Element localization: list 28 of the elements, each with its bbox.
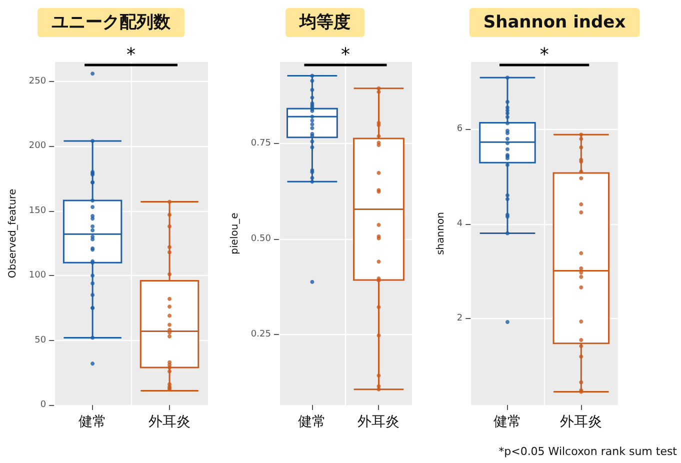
y-tick-label: 0.75	[250, 138, 271, 148]
y-tick-label: 50	[34, 335, 46, 346]
chart-title: Shannon index	[483, 12, 626, 32]
y-tick-label: 250	[28, 76, 46, 86]
y-tick-label: 6	[456, 124, 463, 134]
y-tick-label: 100	[28, 270, 46, 281]
x-tick-label: 外耳炎	[358, 414, 400, 430]
annotation: *	[540, 44, 549, 66]
annotation: *	[340, 44, 350, 66]
y-tick-label: 2	[456, 314, 463, 324]
x-tick-label: 健常	[493, 414, 522, 430]
chart-title: 均等度	[298, 12, 350, 32]
y-tick-label: 4	[456, 218, 463, 229]
chart-title: ユニーク配列数	[52, 12, 172, 32]
x-tick-label: 外耳炎	[560, 414, 602, 430]
x-tick-label: 外耳炎	[148, 414, 191, 430]
y-tick-label: 0.25	[250, 330, 271, 340]
y-tick-label: 200	[28, 141, 46, 152]
x-tick-label: 健常	[78, 414, 107, 430]
text: *p<0.05 Wilcoxon rank sum test	[498, 445, 678, 458]
y-axis-title: shannon	[436, 212, 446, 255]
y-tick-label: 0.50	[250, 234, 272, 244]
annotation: *	[126, 44, 136, 66]
y-axis-title: pielou_e	[230, 212, 240, 254]
y-axis-title: Observed_feature	[8, 188, 18, 278]
y-tick-label: 0	[40, 400, 46, 410]
x-tick-label: 健常	[298, 414, 326, 430]
y-tick-label: 150	[28, 206, 46, 216]
